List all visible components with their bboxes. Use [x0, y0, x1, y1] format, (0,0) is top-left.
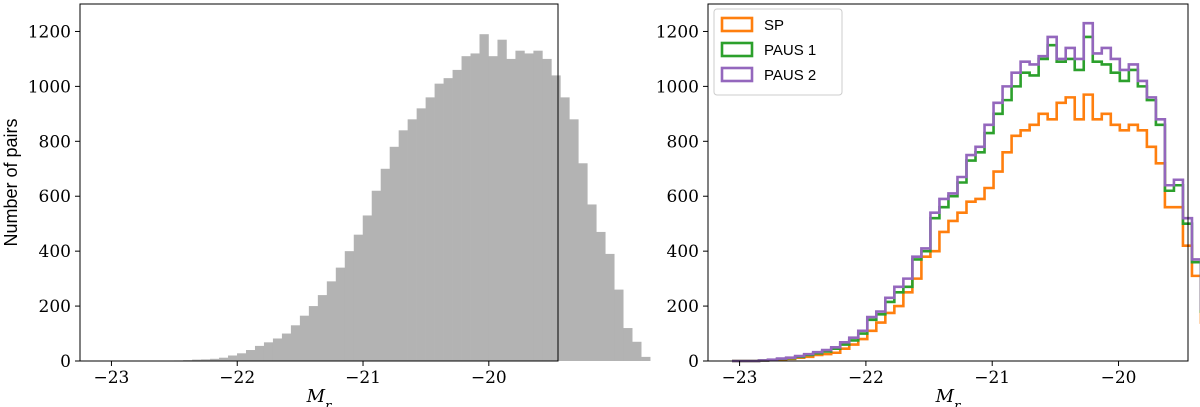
histogram-bar — [434, 83, 444, 361]
histogram-bar — [192, 359, 202, 361]
legend-label-paus-1: PAUS 1 — [764, 42, 816, 59]
histogram-bar — [533, 50, 543, 361]
histogram-bar — [335, 267, 346, 361]
histogram-bar — [569, 119, 579, 361]
histogram-bar — [254, 345, 265, 361]
x-tick-label: −23 — [722, 368, 758, 388]
histogram-bar — [353, 234, 364, 361]
histogram-bar — [371, 190, 382, 361]
x-tick-label: −21 — [974, 368, 1010, 388]
plot-frame — [707, 3, 1189, 362]
y-tick-label: 1000 — [28, 77, 71, 97]
y-tick-label: 800 — [39, 132, 71, 152]
plot-frame — [79, 3, 559, 362]
histogram-bar — [416, 108, 426, 361]
histogram-bar — [470, 53, 480, 361]
histogram-bar — [524, 53, 534, 361]
y-tick-label: 600 — [667, 187, 699, 207]
x-tick-label: −23 — [94, 368, 130, 388]
histogram-bar — [237, 353, 247, 361]
x-tick-label: −22 — [219, 368, 255, 388]
histogram-bar — [380, 168, 390, 361]
x-tick-label: −20 — [471, 368, 507, 388]
y-tick-label: 1000 — [656, 77, 699, 97]
y-tick-label: 1200 — [28, 22, 71, 42]
histogram-bar — [219, 357, 229, 361]
histogram-bar — [326, 281, 337, 361]
histogram-bar — [632, 341, 642, 361]
legend-swatch-paus-2 — [720, 66, 754, 83]
histogram-bar — [245, 350, 256, 361]
histogram-bar — [263, 342, 274, 361]
histogram-bar — [614, 289, 624, 361]
histogram-bar — [210, 358, 220, 361]
histogram-bar — [272, 338, 283, 361]
histogram-bar — [290, 325, 301, 361]
legend-swatch-sp — [720, 16, 754, 33]
histogram-bar — [605, 253, 615, 361]
histogram-bar — [542, 58, 552, 362]
histogram-bar — [506, 58, 516, 362]
histogram-bar — [587, 204, 597, 361]
y-tick-label: 600 — [39, 187, 71, 207]
histogram-bar — [201, 359, 211, 361]
y-tick-label: 0 — [688, 352, 699, 372]
histogram-bar — [281, 333, 292, 361]
y-tick-label: 1200 — [656, 22, 699, 42]
histogram-bar — [443, 78, 453, 362]
histogram-bar — [398, 130, 408, 361]
legend: SP PAUS 1 PAUS 2 — [713, 8, 843, 96]
histogram-bar — [389, 146, 399, 361]
x-tick-label: −20 — [1101, 368, 1137, 388]
series-paus-1-step-line — [732, 35, 1200, 363]
series-sp-step-line — [732, 93, 1200, 363]
y-tick-label: 200 — [667, 297, 699, 317]
histogram-bar — [452, 69, 462, 362]
histogram-bar — [515, 50, 525, 361]
histogram-bar — [299, 315, 310, 361]
x-axis-label: Mr — [935, 386, 961, 407]
histogram-bar — [228, 355, 238, 361]
histogram-bar — [425, 97, 435, 361]
histogram-bar — [308, 306, 319, 361]
y-tick-label: 0 — [60, 352, 71, 372]
histogram-panel-right: −23 −22 −21 −20 0 200 400 600 800 1000 1200 Mr SP PAU… — [656, 3, 1200, 407]
histogram-panel-left: −23 −22 −21 −20 0 200 400 600 800 1000 1200 Mr Numbe… — [1, 3, 651, 407]
histogram-bar — [623, 328, 633, 361]
x-tick-label: −22 — [848, 368, 884, 388]
histogram-bar — [560, 97, 570, 361]
histogram-bar — [641, 356, 651, 361]
y-axis-label: Number of pairs — [1, 118, 21, 246]
histogram-bar — [596, 231, 606, 361]
y-tick-label: 200 — [39, 297, 71, 317]
histogram-bar — [479, 34, 489, 361]
histogram-bar — [551, 75, 561, 362]
histogram-bar — [488, 56, 498, 362]
y-tick-label: 400 — [667, 242, 699, 262]
x-axis-label: Mr — [306, 386, 332, 407]
histogram-bar — [497, 39, 507, 361]
histogram-bar — [461, 56, 471, 362]
series-paus-2-step-line — [732, 21, 1200, 363]
legend-label-sp: SP — [764, 17, 784, 34]
histogram-bar — [578, 163, 588, 361]
y-tick-label: 400 — [39, 242, 71, 262]
legend-swatch-paus-1 — [720, 41, 754, 58]
x-tick-label: −21 — [345, 368, 381, 388]
histogram-bar — [407, 119, 417, 361]
legend-label-paus-2: PAUS 2 — [764, 67, 816, 84]
histogram-bar — [362, 215, 373, 361]
y-tick-label: 800 — [667, 132, 699, 152]
histogram-bar — [317, 295, 328, 361]
histogram-bar — [344, 251, 355, 361]
